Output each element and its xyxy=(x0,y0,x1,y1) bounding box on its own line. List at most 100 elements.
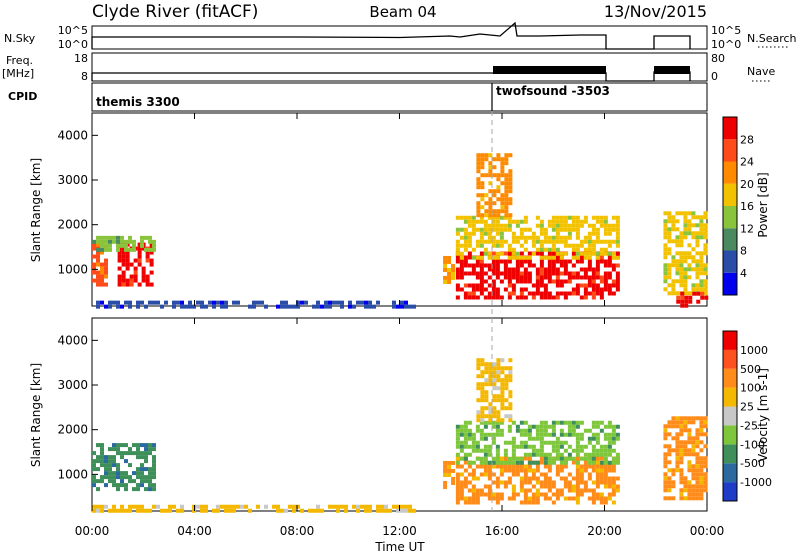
velocity-cell-r3-95 xyxy=(503,484,508,489)
velocity-cell-r0-17 xyxy=(100,459,104,464)
power-cell-r5-219 xyxy=(563,259,568,264)
power-cell-r0-9 xyxy=(96,250,100,255)
velocity-cell-r5-94 xyxy=(508,394,513,399)
power-cell-r5-115 xyxy=(511,275,516,280)
power-cell-r5-253 xyxy=(583,271,588,276)
velocity-cell-r3-176 xyxy=(547,468,552,473)
cpid-panel xyxy=(91,82,708,112)
velocity-cell-r0-4 xyxy=(92,475,96,480)
velocity-cell-r0-63 xyxy=(124,459,128,464)
power-cell-r6-83 xyxy=(499,231,504,236)
velocity-cell-r0-42 xyxy=(112,475,116,480)
velocity-cell-r3-87 xyxy=(499,480,504,485)
velocity-cell-r3-269 xyxy=(595,496,600,501)
power-cell-r7-88 xyxy=(508,177,513,182)
velocity-cell-r3-155 xyxy=(535,480,540,485)
velocity-cell-r1-8 xyxy=(112,504,116,509)
power-cell-r8-129 xyxy=(699,223,704,228)
velocity-cell-r4-281 xyxy=(615,452,620,457)
velocity-cell-r0-46 xyxy=(116,447,120,452)
power-cell-r6-203 xyxy=(571,247,576,252)
power-cell-r5-320 xyxy=(615,279,620,284)
power-cell-r5-239 xyxy=(575,271,580,276)
velocity-cell-r3-278 xyxy=(599,500,604,505)
power-cell-r8-110 xyxy=(691,287,696,292)
power-cell-r8-56 xyxy=(679,211,684,216)
power-cell-r1-63 xyxy=(149,270,154,275)
power-cell-r5-303 xyxy=(607,263,612,268)
velocity-cell-r4-39 xyxy=(475,440,480,445)
velocity-cell-r3-80 xyxy=(495,496,500,501)
velocity-cell-r6-42 xyxy=(675,436,680,441)
velocity-cell-r4-101 xyxy=(511,460,516,465)
velocity-cell-r5-41 xyxy=(488,410,493,415)
velocity-cell-r4-164 xyxy=(551,424,556,429)
power-cell-r5-237 xyxy=(571,291,576,296)
velocity-cell-r3-173 xyxy=(543,496,548,501)
velocity-colorbar-tick-0: 1000 xyxy=(740,344,768,357)
power-cell-r5-50 xyxy=(479,267,484,272)
velocity-cell-r0-84 xyxy=(136,475,140,480)
velocity-cell-r5-24 xyxy=(484,366,489,371)
velocity-cell-r3-191 xyxy=(555,472,560,477)
velocity-cell-r4-210 xyxy=(575,440,580,445)
power-cell-r1-60 xyxy=(149,250,154,255)
velocity-cell-r6-86 xyxy=(687,436,692,441)
power-cell-r5-42 xyxy=(475,275,480,280)
velocity-cell-r6-107 xyxy=(691,472,696,477)
power-cell-r4-9 xyxy=(447,271,452,276)
velocity-cell-r4-128 xyxy=(531,436,536,441)
velocity-cell-r4-110 xyxy=(519,440,524,445)
velocity-cell-r5-55 xyxy=(492,414,497,419)
power-cell-r6-138 xyxy=(539,219,544,224)
power-cell-r5-140 xyxy=(523,279,528,284)
velocity-cell-r3-165 xyxy=(539,492,544,497)
velocity-cell-r3-273 xyxy=(599,472,604,477)
power-cell-r8-91 xyxy=(687,227,692,232)
power-cell-r6-17 xyxy=(463,235,468,240)
power-cell-r5-220 xyxy=(563,263,568,268)
power-cell-r7-47 xyxy=(492,193,497,198)
velocity-cell-r4-115 xyxy=(523,428,528,433)
power-cell-r7-43 xyxy=(492,157,497,162)
velocity-cell-r5-98 xyxy=(508,418,513,423)
velocity-cell-r3-169 xyxy=(543,476,548,481)
velocity-cell-r5-72 xyxy=(500,382,505,387)
power-cell-r6-19 xyxy=(463,243,468,248)
power-cell-r7-26 xyxy=(484,173,489,178)
velocity-cell-r4-269 xyxy=(607,460,612,465)
velocity-cell-r0-106 xyxy=(148,447,152,452)
velocity-cell-r3-172 xyxy=(543,492,548,497)
power-cell-r5-37 xyxy=(471,295,476,300)
velocity-cell-r0-108 xyxy=(148,467,152,472)
velocity-cell-r6-62 xyxy=(679,468,684,473)
power-cell-r6-65 xyxy=(491,223,496,228)
power-cell-r8-10 xyxy=(663,263,668,268)
velocity-cell-r1-6 xyxy=(104,504,108,509)
velocity-cell-r5-71 xyxy=(500,378,505,383)
power-cell-r5-98 xyxy=(503,271,508,276)
power-cell-r6-151 xyxy=(543,255,548,260)
velocity-cell-r1-24 xyxy=(156,504,160,509)
power-cell-r3-89 xyxy=(400,304,404,309)
power-cell-r9-13 xyxy=(696,299,701,304)
velocity-cell-r5-97 xyxy=(508,414,513,419)
power-cell-r7-44 xyxy=(492,165,497,170)
velocity-cell-r4-88 xyxy=(503,460,508,465)
power-cell-r7-18 xyxy=(480,181,485,186)
velocity-cell-r4-273 xyxy=(611,436,616,441)
velocity-cell-r1-94 xyxy=(396,504,400,509)
power-cell-r2-39 xyxy=(148,235,152,240)
power-cell-r7-20 xyxy=(480,193,485,198)
nsky-tick-top: 10^5 xyxy=(58,24,88,37)
power-cell-r0-0 xyxy=(92,242,96,247)
velocity-cell-r4-76 xyxy=(495,444,500,449)
power-cell-r0-3 xyxy=(92,262,96,267)
velocity-cell-r4-33 xyxy=(471,440,476,445)
power-cell-r7-91 xyxy=(508,189,513,194)
power-cell-r7-15 xyxy=(480,161,485,166)
velocity-cell-r1-38 xyxy=(204,504,208,509)
power-cell-r6-135 xyxy=(535,235,540,240)
velocity-cell-r5-73 xyxy=(500,386,505,391)
velocity-cell-r3-107 xyxy=(511,488,516,493)
